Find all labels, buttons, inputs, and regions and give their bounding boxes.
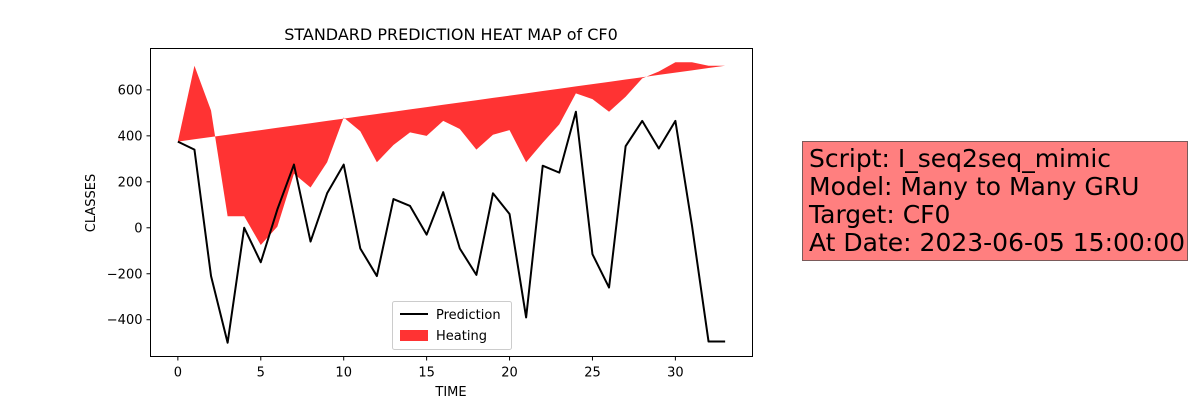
legend-heating-label: Heating (436, 329, 487, 344)
info-target: Target: CF0 (809, 200, 951, 229)
x-tick-label: 30 (667, 366, 684, 381)
heating-area-layer (177, 62, 726, 246)
y-tick-label: −200 (107, 267, 143, 282)
x-tick-label: 15 (418, 366, 435, 381)
y-axis: −400 −200 0 200 400 600 (107, 83, 151, 328)
y-tick-label: 200 (118, 175, 143, 190)
x-tick-label: 0 (174, 366, 182, 381)
chart-title: STANDARD PREDICTION HEAT MAP of CF0 (284, 25, 618, 44)
x-axis-label: TIME (434, 385, 466, 400)
legend: Prediction Heating (392, 301, 512, 350)
legend-heating-swatch (400, 330, 428, 341)
legend-prediction-label: Prediction (436, 308, 501, 323)
info-date: At Date: 2023-06-05 15:00:00 (809, 228, 1186, 257)
info-box: Script: I_seq2seq_mimic Model: Many to M… (802, 141, 1188, 261)
y-tick-label: −400 (107, 313, 143, 328)
x-tick-label: 5 (257, 366, 265, 381)
heating-area (177, 62, 726, 246)
y-tick-label: 0 (134, 221, 142, 236)
y-axis-label: CLASSES (84, 174, 99, 232)
info-script: Script: I_seq2seq_mimic (809, 144, 1112, 173)
y-tick-label: 400 (118, 129, 143, 144)
x-axis: 0 5 10 15 20 25 30 (174, 356, 684, 381)
prediction-line-layer (177, 110, 726, 344)
info-model: Model: Many to Many GRU (809, 172, 1140, 201)
chart-svg: STANDARD PREDICTION HEAT MAP of CF0 0 5 10… (84, 25, 753, 400)
x-tick-label: 25 (584, 366, 601, 381)
x-tick-label: 20 (501, 366, 518, 381)
x-tick-label: 10 (335, 366, 352, 381)
y-tick-label: 600 (118, 83, 143, 98)
prediction-line (177, 110, 726, 344)
plot-frame (150, 48, 753, 357)
